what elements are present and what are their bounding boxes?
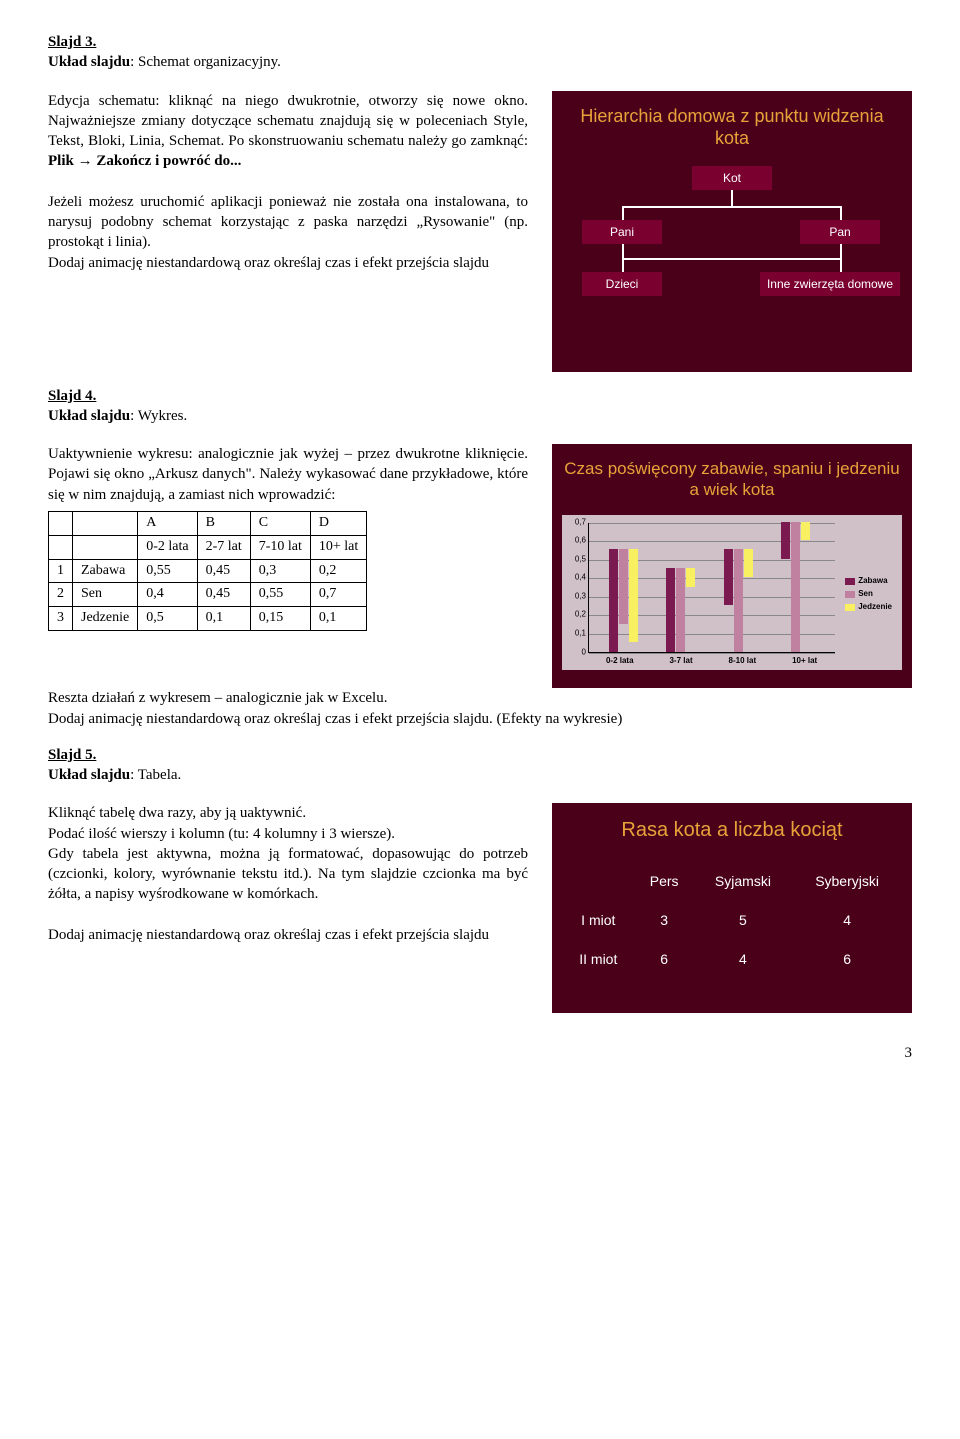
slajd3-para3: Dodaj animację niestandardową oraz okreś… — [48, 253, 528, 273]
slajd4-slide: Czas poświęcony zabawie, spaniu i jedzen… — [552, 444, 912, 688]
slajd3-para1: Edycja schematu: kliknąć na niego dwukro… — [48, 91, 528, 172]
slajd3-uklad: Układ slajdu: Schemat organizacyjny. — [48, 52, 912, 72]
slajd4-para2: Reszta działań z wykresem – analogicznie… — [48, 688, 912, 708]
slajd4-header: Slajd 4. — [48, 388, 96, 404]
uklad-value: : Schemat organizacyjny. — [130, 54, 281, 70]
uklad-label: Układ slajdu — [48, 54, 130, 70]
slajd3-slide-title: Hierarchia domowa z punktu widzenia kota — [562, 105, 902, 150]
slajd5-header: Slajd 5. — [48, 747, 96, 763]
org-node-pan: Pan — [800, 220, 880, 244]
bar-chart: 0,70,60,50,40,30,20,10 0-2 lata3-7 lat8-… — [562, 515, 902, 671]
slajd5-para1: Kliknąć tabelę dwa razy, aby ją uaktywni… — [48, 803, 528, 823]
slajd4-uklad: Układ slajdu: Wykres. — [48, 406, 912, 426]
slajd3-slide: Hierarchia domowa z punktu widzenia kota… — [552, 91, 912, 372]
slajd3-para2: Jeżeli możesz uruchomić aplikacji poniew… — [48, 192, 528, 253]
org-node-pani: Pani — [582, 220, 662, 244]
slajd5-table: Pers Syjamski Syberyjski I miot 3 5 4 II… — [562, 862, 902, 979]
slajd5-para2: Podać ilość wierszy i kolumn (tu: 4 kolu… — [48, 824, 528, 844]
slajd5-uklad: Układ slajdu: Tabela. — [48, 765, 912, 785]
slajd4-data-table: A B C D 0-2 lata 2-7 lat 7-10 lat 10+ la… — [48, 511, 367, 631]
slajd3-header: Slajd 3. — [48, 34, 96, 50]
org-node-kot: Kot — [692, 166, 772, 190]
org-node-dzieci: Dzieci — [582, 272, 662, 296]
slajd4-para3: Dodaj animację niestandardową oraz okreś… — [48, 709, 912, 729]
slajd4-para1: Uaktywnienie wykresu: analogicznie jak w… — [48, 444, 528, 505]
org-node-inne: Inne zwierzęta domowe — [760, 272, 900, 296]
slajd5-para3: Gdy tabela jest aktywna, można ją format… — [48, 844, 528, 905]
slajd4-slide-title: Czas poświęcony zabawie, spaniu i jedzen… — [562, 458, 902, 501]
page-number: 3 — [48, 1043, 912, 1063]
slajd5-para4: Dodaj animację niestandardową oraz okreś… — [48, 925, 528, 945]
slajd5-slide: Rasa kota a liczba kociąt Pers Syjamski … — [552, 803, 912, 1013]
org-chart: Kot Pani Pan Dzieci Inne zwier — [562, 166, 902, 356]
slajd5-slide-title: Rasa kota a liczba kociąt — [562, 817, 902, 844]
chart-legend: Zabawa Sen Jedzenie — [841, 570, 896, 618]
